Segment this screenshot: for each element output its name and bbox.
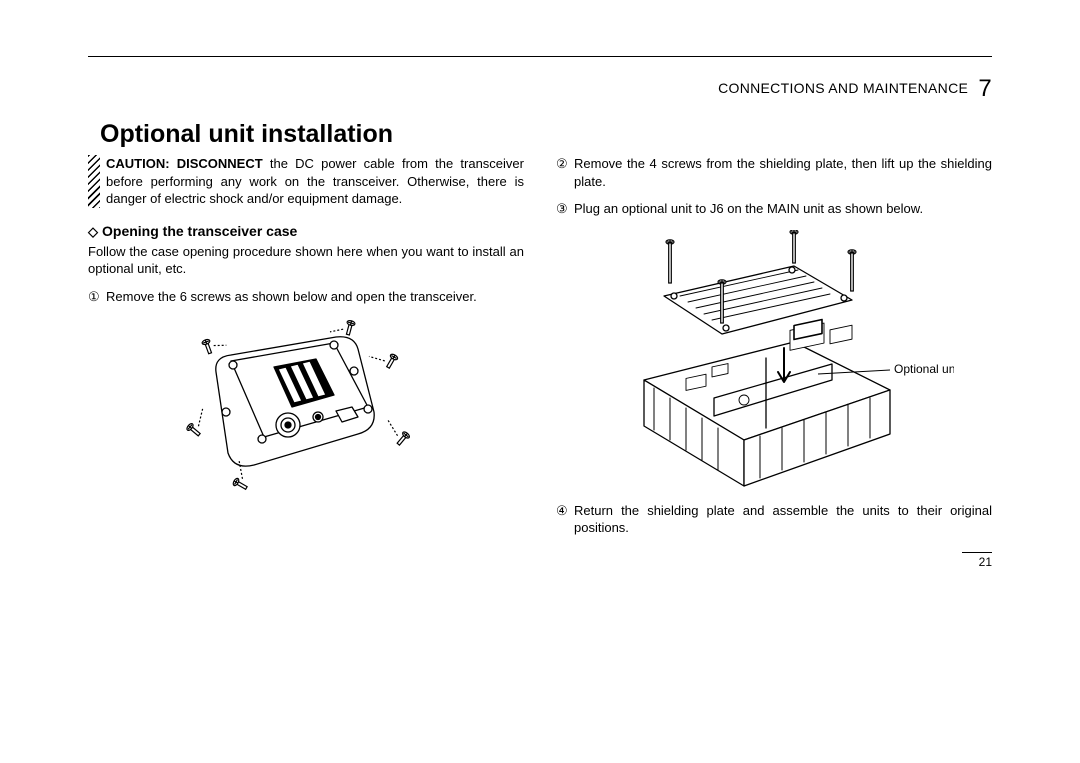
page-footer: 21 xyxy=(962,552,992,569)
subheading-text: Opening the transceiver case xyxy=(102,223,297,239)
callout-optional-unit: Optional unit xyxy=(894,362,954,376)
page-number-rule xyxy=(962,552,992,553)
hatch-pattern xyxy=(88,155,100,208)
step-4-num: ④ xyxy=(556,502,574,537)
chapter-number: 7 xyxy=(978,75,992,102)
caution-text: CAUTION: DISCONNECT the DC power cable f… xyxy=(106,155,524,208)
section-title: CONNECTIONS AND MAINTENANCE xyxy=(718,80,968,96)
step-3: ③ Plug an optional unit to J6 on the MAI… xyxy=(556,200,992,218)
running-header: CONNECTIONS AND MAINTENANCE 7 xyxy=(718,75,992,103)
step-3-text: Plug an optional unit to J6 on the MAIN … xyxy=(574,200,992,218)
subheading: ◇ Opening the transceiver case xyxy=(88,222,524,241)
step-1-text: Remove the 6 screws as shown below and o… xyxy=(106,288,524,306)
intro-paragraph: Follow the case opening procedure shown … xyxy=(88,243,524,278)
step-2: ② Remove the 4 screws from the shielding… xyxy=(556,155,992,190)
caution-strong: DISCONNECT xyxy=(177,156,263,171)
caution-block: CAUTION: DISCONNECT the DC power cable f… xyxy=(88,155,524,208)
figure-transceiver xyxy=(176,317,436,497)
right-column: ② Remove the 4 screws from the shielding… xyxy=(556,155,992,547)
step-1: ① Remove the 6 screws as shown below and… xyxy=(88,288,524,306)
step-2-text: Remove the 4 screws from the shielding p… xyxy=(574,155,992,190)
step-2-num: ② xyxy=(556,155,574,190)
diamond-icon: ◇ xyxy=(88,224,98,239)
step-1-num: ① xyxy=(88,288,106,306)
step-4-text: Return the shielding plate and assemble … xyxy=(574,502,992,537)
page-title: Optional unit installation xyxy=(100,120,393,149)
top-rule xyxy=(88,56,992,57)
step-4: ④ Return the shielding plate and assembl… xyxy=(556,502,992,537)
caution-label: CAUTION: xyxy=(106,156,170,171)
step-3-num: ③ xyxy=(556,200,574,218)
figure-open-case: Optional unit xyxy=(594,230,954,490)
page-number: 21 xyxy=(979,555,992,569)
left-column: CAUTION: DISCONNECT the DC power cable f… xyxy=(88,155,524,547)
